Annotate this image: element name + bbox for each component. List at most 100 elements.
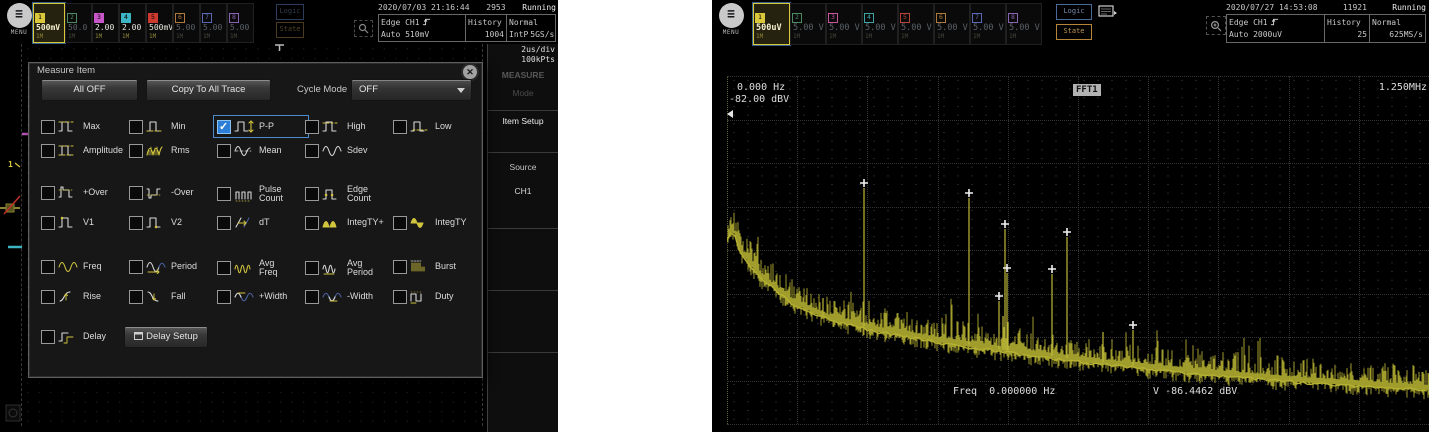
measure-item-max[interactable]: Max [41,119,129,134]
channel-6-indicator[interactable]: 65.00 V1M [173,3,200,43]
close-icon[interactable]: ✕ [463,65,477,79]
measure-item-integty+[interactable]: IntegTY+ [305,215,393,230]
channel-5-indicator[interactable]: 5 5.00 V 1M [898,3,934,45]
measure-item-mean[interactable]: Mean [217,143,305,158]
history-label[interactable]: History [468,17,502,27]
checkbox[interactable] [41,215,55,230]
measure-item-+over[interactable]: +Over [41,185,129,200]
measure-item-low[interactable]: Low [393,119,481,134]
measure-item-freq[interactable]: Freq [41,259,129,274]
measure-item-duty[interactable]: Duty [393,289,481,304]
measure-item-fall[interactable]: Fall [129,289,217,304]
trace-position-marker[interactable] [727,110,733,118]
checkbox[interactable] [393,289,407,304]
state-button[interactable]: State [276,22,304,38]
cycle-mode-label: Cycle Mode [297,84,348,95]
measure-item-delay[interactable]: Delay [41,329,129,344]
checkbox[interactable] [305,261,319,275]
checkbox[interactable] [129,185,143,200]
channel-7-indicator[interactable]: 75.00 V1M [200,3,227,43]
measure-item-pulse-count[interactable]: Pulse Count [217,185,305,203]
checkbox[interactable] [305,187,319,201]
channel-3-indicator[interactable]: 3 5.00 V 1M [826,3,862,45]
datetime: 2020/07/27 14:53:08 [1226,3,1318,12]
checkbox[interactable] [41,259,55,274]
measure-item-period[interactable]: Period [129,259,217,274]
fft-trace-tag[interactable]: FFT1 [1073,84,1101,96]
checkbox[interactable] [305,289,319,304]
measure-item--width[interactable]: -Width [305,289,393,304]
channel-5-indicator[interactable]: 5 500mV 1M [146,3,173,43]
checkbox[interactable] [217,119,231,134]
measure-item-dt[interactable]: dT [217,215,305,230]
screen-copy-icon[interactable] [1098,5,1118,19]
checkbox[interactable] [217,187,231,201]
copy-to-all-trace-button[interactable]: Copy To All Trace [146,79,271,101]
checkbox[interactable] [129,143,143,158]
measure-item-edge-count[interactable]: Edge Count [305,185,393,203]
checkbox[interactable] [217,215,231,230]
logic-button[interactable]: Logic [276,4,304,20]
checkbox[interactable] [129,259,143,274]
checkbox[interactable] [41,289,55,304]
measure-item-sdev[interactable]: Sdev [305,143,393,158]
checkbox[interactable] [217,289,231,304]
checkbox[interactable] [41,119,55,134]
menu-button[interactable]: ≡ MENU [4,3,34,36]
history-label[interactable]: History [1327,17,1361,27]
measure-item-high[interactable]: High [305,119,393,134]
logic-button[interactable]: Logic [1056,4,1092,20]
measure-item-v1[interactable]: V1 [41,215,129,230]
measure-item-amplitude[interactable]: Amplitude [41,143,129,158]
measure-item-burst[interactable]: Burst [393,259,481,274]
channel-1-indicator[interactable]: 1 500uV 1M [753,3,790,45]
channel-3-indicator[interactable]: 32.00 V1M [92,3,119,43]
checkbox[interactable] [41,143,55,158]
checkbox[interactable] [305,143,319,158]
delay-setup-button[interactable]: Delay Setup [124,326,208,348]
checkbox[interactable] [129,289,143,304]
channel-4-indicator[interactable]: 4 5.00 V 1M [862,3,898,45]
channel-1-indicator[interactable]: 1 500mV 1M [33,3,65,43]
channel-4-indicator[interactable]: 42.00 V1M [119,3,146,43]
measure-item-dialog: Measure Item ✕ All OFF Copy To All Trace… [28,62,483,378]
sidebar-item-mode[interactable]: Mode [512,88,534,98]
measure-item-avg-period[interactable]: Avg Period [305,259,393,277]
measure-item-min[interactable]: Min [129,119,217,134]
measure-item-rise[interactable]: Rise [41,289,129,304]
checkbox[interactable] [129,215,143,230]
all-off-button[interactable]: All OFF [41,79,138,101]
measure-item-integty[interactable]: IntegTY [393,215,481,230]
measure-item-p-p[interactable]: P-P [213,115,309,138]
checkbox[interactable] [393,215,407,230]
measure-item-avg-freq[interactable]: Avg Freq [217,259,305,277]
checkbox[interactable] [129,119,143,134]
channel-8-indicator[interactable]: 85.00 V1M [227,3,254,43]
checkbox[interactable] [393,119,407,134]
checkbox[interactable] [393,259,407,274]
input-impedance-icon: 1M [230,33,238,40]
checkbox[interactable] [217,261,231,275]
zoom-search-icon[interactable] [354,20,373,37]
checkbox[interactable] [305,119,319,134]
checkbox[interactable] [217,143,231,158]
measure-item--over[interactable]: -Over [129,185,217,200]
sidebar-source-value[interactable]: CH1 [514,186,532,196]
channel-2-indicator[interactable]: 2 5.00 V 1M [790,3,826,45]
measure-item-+width[interactable]: +Width [217,289,305,304]
state-button[interactable]: State [1056,24,1092,40]
checkbox[interactable] [41,329,55,344]
input-impedance-icon: 1M [865,33,873,40]
checkbox[interactable] [41,185,55,200]
measure-item-v2[interactable]: V2 [129,215,217,230]
sidebar-item-item-setup[interactable]: Item Setup [502,116,544,126]
zoom-search-icon[interactable] [1206,16,1226,35]
measure-item-rms[interactable]: Rms [129,143,217,158]
checkbox[interactable] [305,215,319,230]
cycle-mode-dropdown[interactable]: OFF [351,79,472,101]
channel-2-indicator[interactable]: 250.0 V1M [65,3,92,43]
menu-button[interactable]: ≡ MENU [716,3,746,36]
